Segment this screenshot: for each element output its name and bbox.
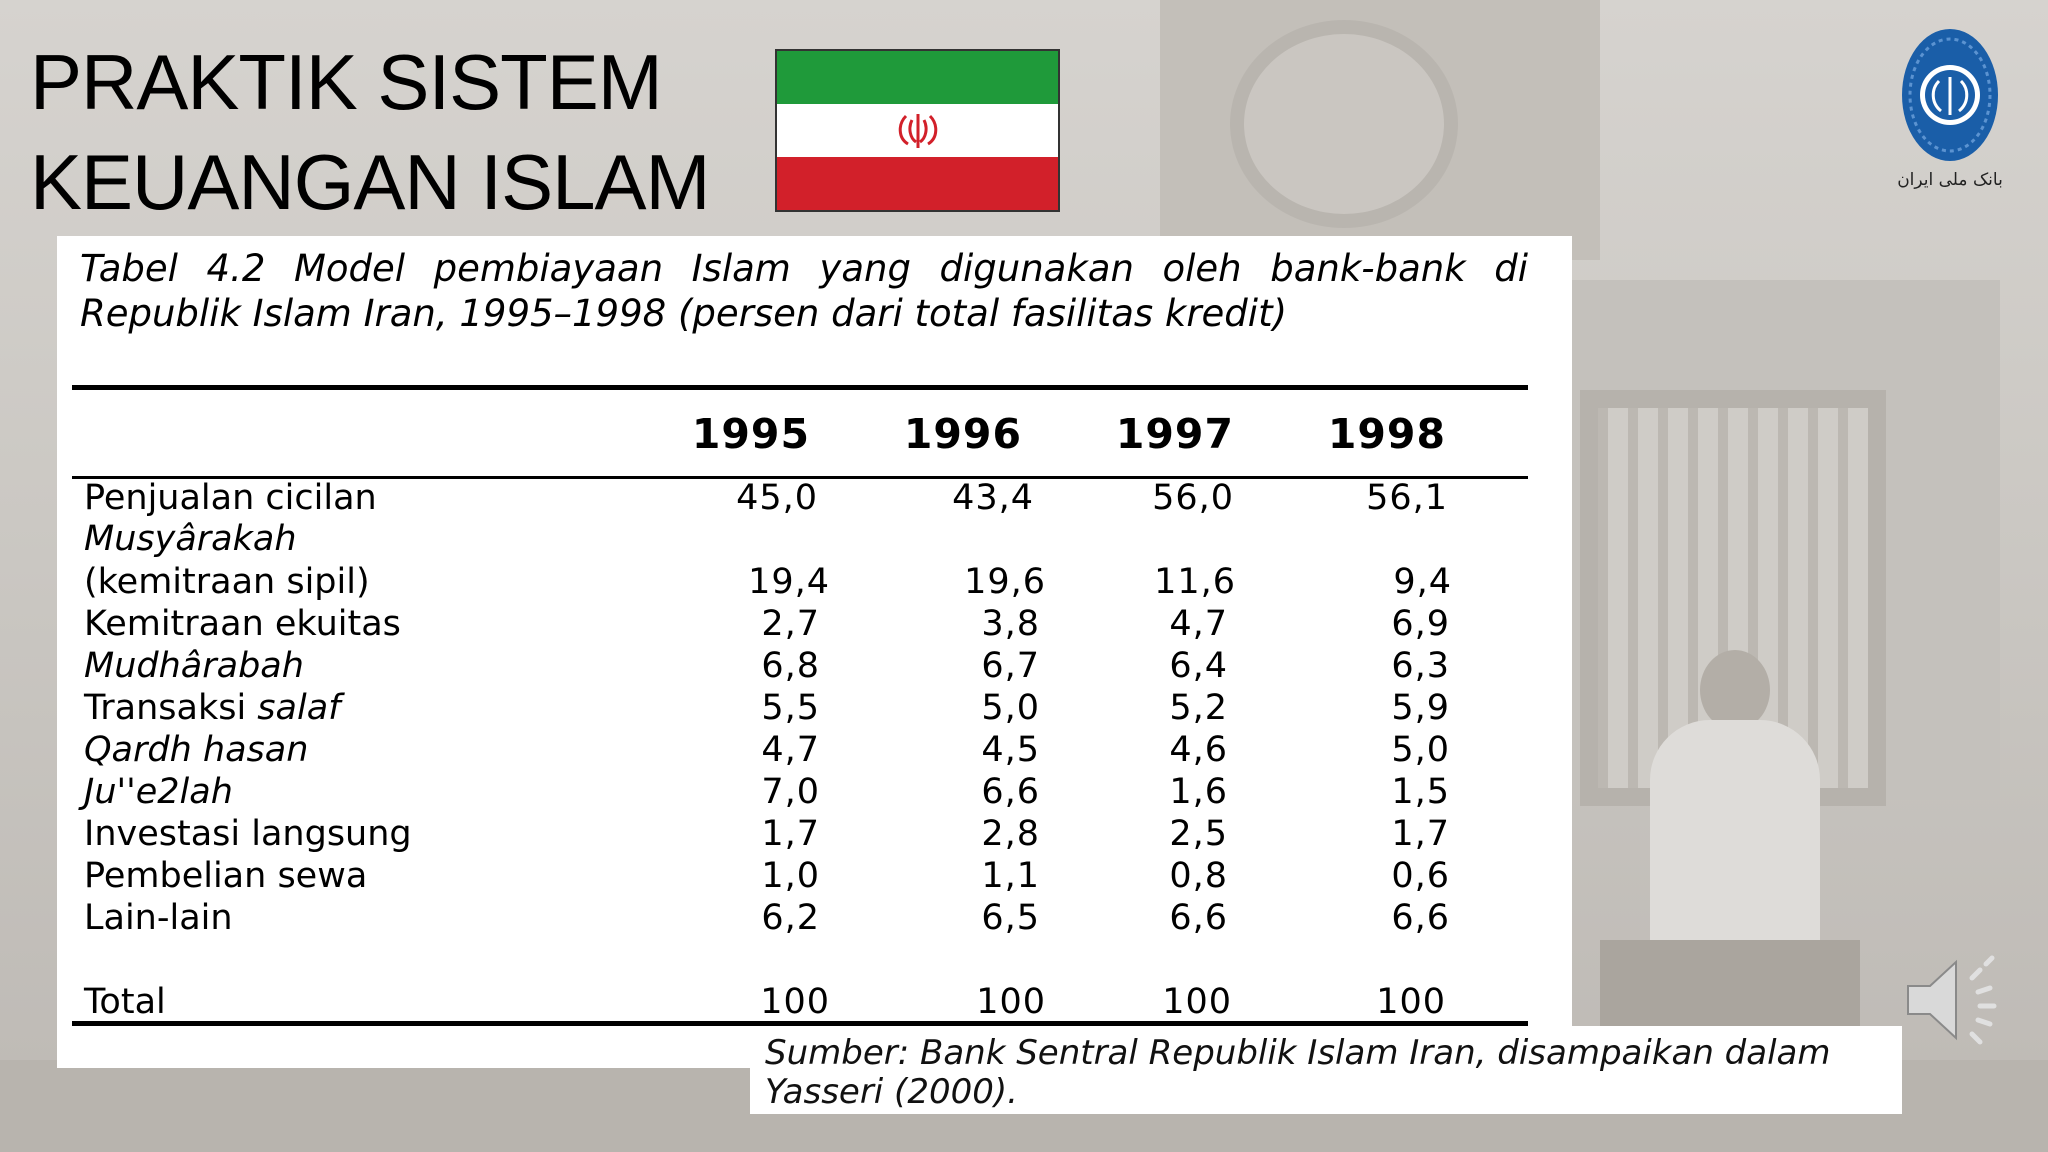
row-label: Kemitraan ekuitas bbox=[84, 604, 401, 644]
cell-1995: 7,0 bbox=[761, 772, 820, 812]
cell-1996: 3,8 bbox=[981, 604, 1040, 644]
table-row: Kemitraan ekuitas 2,7 3,8 4,7 6,9 bbox=[0, 603, 2048, 645]
cell-1998: 6,3 bbox=[1391, 646, 1450, 686]
cell-1995: 2,7 bbox=[761, 604, 820, 644]
cell-1996: 4,5 bbox=[981, 730, 1040, 770]
slide-title-line-1: PRAKTIK SISTEM bbox=[30, 38, 663, 126]
cell-1998: 100 bbox=[1376, 982, 1446, 1022]
row-label: Investasi langsung bbox=[84, 814, 412, 854]
cell-1997: 5,2 bbox=[1169, 688, 1228, 728]
cell-1996: 6,7 bbox=[981, 646, 1040, 686]
cell-1996: 6,5 bbox=[981, 898, 1040, 938]
cell-1997: 56,0 bbox=[1152, 478, 1234, 518]
row-label: Qardh hasan bbox=[84, 730, 309, 770]
row-label: Transaksi salaf bbox=[84, 687, 340, 729]
cell-1996: 5,0 bbox=[981, 688, 1040, 728]
table-top-rule bbox=[72, 385, 1528, 390]
column-header-1995: 1995 bbox=[691, 410, 810, 458]
iran-flag-icon bbox=[775, 49, 1060, 212]
row-label: Pembelian sewa bbox=[84, 856, 368, 896]
column-header-1996: 1996 bbox=[903, 410, 1022, 458]
table-row: Ju''e2lah 7,0 6,6 1,6 1,5 bbox=[0, 771, 2048, 813]
cell-1996: 100 bbox=[976, 982, 1046, 1022]
cell-1995: 100 bbox=[760, 982, 830, 1022]
slide-title: PRAKTIK SISTEM KEUANGAN ISLAM bbox=[30, 32, 750, 232]
cell-1995: 6,8 bbox=[761, 646, 820, 686]
cell-1998: 6,9 bbox=[1391, 604, 1450, 644]
cell-1998: 56,1 bbox=[1366, 478, 1448, 518]
cell-1996: 1,1 bbox=[981, 856, 1040, 896]
cell-1998: 0,6 bbox=[1391, 856, 1450, 896]
cell-1997: 100 bbox=[1162, 982, 1232, 1022]
flag-emblem-icon bbox=[898, 114, 937, 149]
slide-title-line-2: KEUANGAN ISLAM bbox=[30, 138, 711, 226]
table-header-rule bbox=[72, 476, 1528, 479]
table-panel bbox=[57, 236, 1572, 1068]
row-label: Musyârakah bbox=[84, 519, 297, 559]
cell-1995: 1,7 bbox=[761, 814, 820, 854]
table-total-row: Total 100 100 100 100 bbox=[0, 981, 2048, 1023]
cell-1996: 2,8 bbox=[981, 814, 1040, 854]
flag-white-stripe bbox=[777, 103, 1058, 158]
cell-1996: 43,4 bbox=[952, 478, 1034, 518]
table-row: Transaksi salaf 5,5 5,0 5,2 5,9 bbox=[0, 687, 2048, 729]
flag-green-stripe bbox=[777, 51, 1058, 104]
table-row: Musyârakah bbox=[0, 518, 2048, 560]
row-label: Penjualan cicilan bbox=[84, 478, 377, 518]
table-row: Investasi langsung 1,7 2,8 2,5 1,7 bbox=[0, 813, 2048, 855]
source-note: Sumber: Bank Sentral Republik Islam Iran… bbox=[750, 1026, 1902, 1114]
cell-1997: 0,8 bbox=[1169, 856, 1228, 896]
flag-fringe-bottom bbox=[777, 151, 1058, 158]
cell-1998: 1,7 bbox=[1391, 814, 1450, 854]
cell-1998: 6,6 bbox=[1391, 898, 1450, 938]
table-row: (kemitraan sipil) 19,4 19,6 11,6 9,4 bbox=[0, 561, 2048, 603]
background-person bbox=[1650, 720, 1820, 980]
flag-red-stripe bbox=[777, 157, 1058, 210]
row-label-italic: salaf bbox=[257, 688, 341, 728]
cell-1995: 45,0 bbox=[736, 478, 818, 518]
row-label: Total bbox=[84, 982, 166, 1022]
table-row: Mudhârabah 6,8 6,7 6,4 6,3 bbox=[0, 645, 2048, 687]
cell-1997: 11,6 bbox=[1154, 562, 1236, 602]
cell-1998: 9,4 bbox=[1393, 562, 1452, 602]
cell-1995: 6,2 bbox=[761, 898, 820, 938]
cell-1996: 19,6 bbox=[964, 562, 1046, 602]
cell-1997: 6,6 bbox=[1169, 898, 1228, 938]
table-row: Qardh hasan 4,7 4,5 4,6 5,0 bbox=[0, 729, 2048, 771]
flag-fringe-top bbox=[777, 103, 1058, 110]
row-label-prefix: Transaksi bbox=[84, 688, 258, 728]
cell-1995: 19,4 bbox=[748, 562, 830, 602]
background-person-head bbox=[1700, 650, 1770, 730]
table-row: Lain-lain 6,2 6,5 6,6 6,6 bbox=[0, 897, 2048, 939]
table-row: Penjualan cicilan 45,0 43,4 56,0 56,1 bbox=[0, 477, 2048, 519]
cell-1996: 6,6 bbox=[981, 772, 1040, 812]
cell-1997: 4,6 bbox=[1169, 730, 1228, 770]
bank-logo-text: بانک ملی ایران bbox=[1897, 170, 2003, 190]
cell-1995: 4,7 bbox=[761, 730, 820, 770]
row-label: (kemitraan sipil) bbox=[84, 562, 370, 602]
column-header-1997: 1997 bbox=[1115, 410, 1234, 458]
speaker-icon[interactable] bbox=[1900, 950, 2010, 1050]
bank-melli-logo-icon: بانک ملی ایران bbox=[1897, 29, 2003, 190]
row-label: Mudhârabah bbox=[84, 646, 304, 686]
cell-1998: 5,9 bbox=[1391, 688, 1450, 728]
table-row: Pembelian sewa 1,0 1,1 0,8 0,6 bbox=[0, 855, 2048, 897]
column-header-1998: 1998 bbox=[1327, 410, 1446, 458]
table-caption: Tabel 4.2 Model pembiayaan Islam yang di… bbox=[80, 247, 1528, 335]
table-bottom-rule bbox=[72, 1021, 1528, 1026]
cell-1997: 4,7 bbox=[1169, 604, 1228, 644]
cell-1997: 2,5 bbox=[1169, 814, 1228, 854]
background-seal bbox=[1230, 20, 1458, 228]
cell-1998: 5,0 bbox=[1391, 730, 1450, 770]
row-label: Lain-lain bbox=[84, 898, 233, 938]
cell-1998: 1,5 bbox=[1391, 772, 1450, 812]
cell-1995: 5,5 bbox=[761, 688, 820, 728]
row-label: Ju''e2lah bbox=[84, 772, 233, 812]
cell-1997: 1,6 bbox=[1169, 772, 1228, 812]
cell-1997: 6,4 bbox=[1169, 646, 1228, 686]
cell-1995: 1,0 bbox=[761, 856, 820, 896]
